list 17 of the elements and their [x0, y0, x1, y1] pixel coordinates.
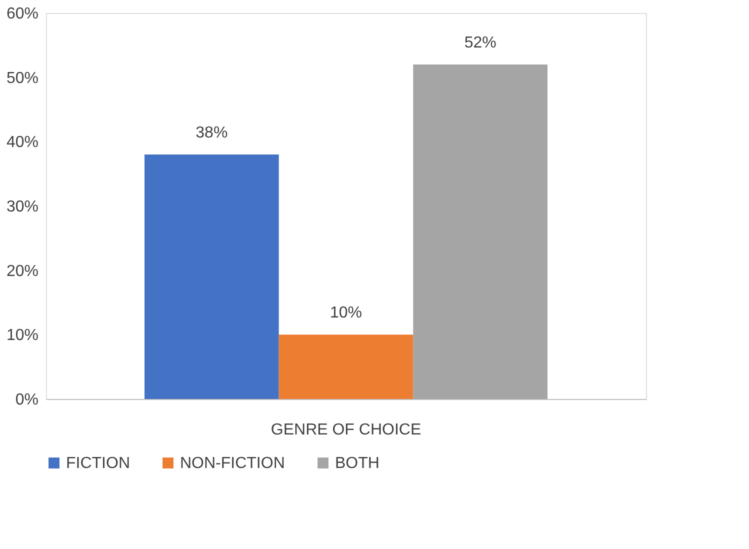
y-tick-label: 50%: [6, 70, 38, 87]
x-tick-label: GENRE OF CHOICE: [270, 422, 422, 438]
y-tick-label: 10%: [6, 327, 38, 344]
bar: [413, 64, 548, 399]
data-label: 38%: [196, 124, 228, 142]
bar: [278, 334, 414, 399]
y-tick-label: 0%: [15, 392, 38, 408]
y-tick-label: 20%: [6, 262, 38, 280]
legend-label: NON-FICTION: [180, 455, 285, 472]
bar: [144, 154, 279, 399]
y-tick-label: 30%: [6, 198, 38, 216]
y-tick-label: 40%: [6, 134, 38, 152]
data-label: 52%: [464, 34, 496, 52]
legend-label: FICTION: [66, 455, 130, 472]
data-label: 10%: [330, 304, 362, 322]
legend-label: BOTH: [335, 455, 380, 472]
y-tick-label: 60%: [6, 6, 38, 22]
